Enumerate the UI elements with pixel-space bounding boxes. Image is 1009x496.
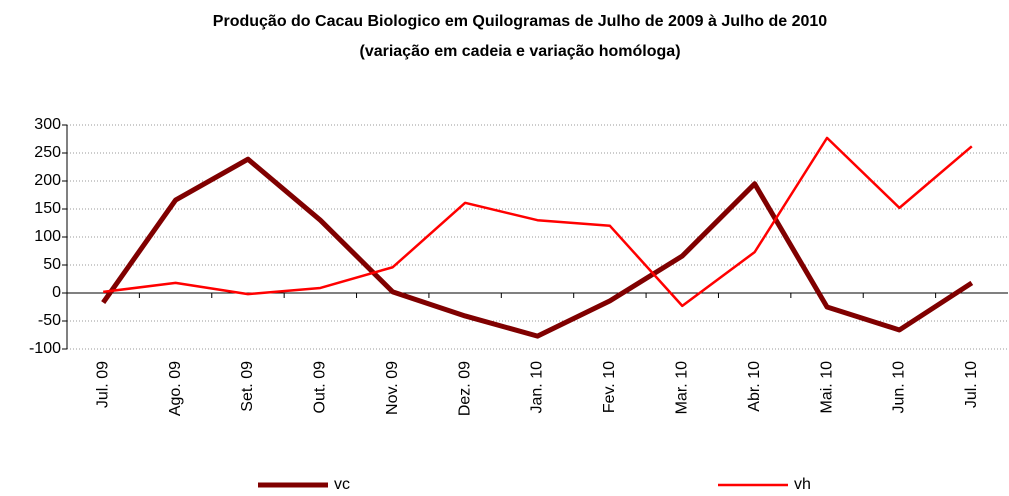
line-series bbox=[101, 156, 974, 339]
y-tick-label: 100 bbox=[34, 228, 61, 245]
x-tick-label: Jan. 10 bbox=[529, 361, 546, 414]
line-series bbox=[103, 136, 973, 308]
x-tick-label: Set. 09 bbox=[239, 361, 256, 412]
x-tick-label: Dez. 09 bbox=[456, 361, 473, 416]
y-tick-label: 0 bbox=[52, 284, 61, 301]
x-tick-label: Out. 09 bbox=[312, 361, 329, 414]
x-tick-label: Fev. 10 bbox=[601, 361, 618, 413]
y-tick-label: 50 bbox=[43, 256, 61, 273]
legend-label: vh bbox=[794, 476, 811, 491]
y-tick-label: -100 bbox=[29, 340, 61, 357]
y-tick-label: -50 bbox=[38, 312, 61, 329]
x-tick-label: Ago. 09 bbox=[167, 361, 184, 416]
x-tick-label: Nov. 09 bbox=[384, 361, 401, 415]
x-tick-label: Jul. 10 bbox=[963, 361, 980, 408]
x-tick-label: Jun. 10 bbox=[891, 361, 908, 414]
y-tick-label: 250 bbox=[34, 144, 61, 161]
x-tick-label: Mai. 10 bbox=[818, 361, 835, 414]
chart-title: Produção do Cacau Biologico em Quilogram… bbox=[213, 13, 827, 30]
y-tick-label: 200 bbox=[34, 172, 61, 189]
x-tick-label: Mar. 10 bbox=[673, 361, 690, 414]
legend-label: vc bbox=[334, 476, 350, 491]
y-tick-label: 150 bbox=[34, 200, 61, 217]
x-tick-label: Abr. 10 bbox=[746, 361, 763, 412]
y-tick-label: 300 bbox=[34, 116, 61, 133]
chart-subtitle: (variação em cadeia e variação homóloga) bbox=[359, 43, 680, 60]
x-tick-label: Jul. 09 bbox=[94, 361, 111, 408]
